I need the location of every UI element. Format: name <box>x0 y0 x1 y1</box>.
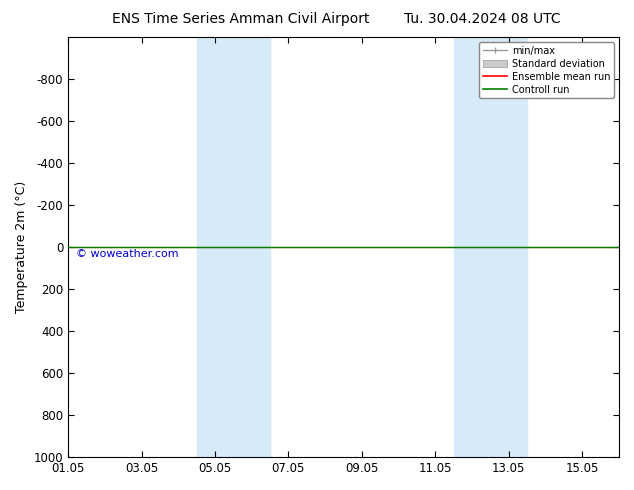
Y-axis label: Temperature 2m (°C): Temperature 2m (°C) <box>15 181 28 313</box>
Text: Tu. 30.04.2024 08 UTC: Tu. 30.04.2024 08 UTC <box>403 12 560 26</box>
Bar <box>197 37 270 457</box>
Bar <box>454 37 527 457</box>
Text: ENS Time Series Amman Civil Airport: ENS Time Series Amman Civil Airport <box>112 12 370 26</box>
Text: © woweather.com: © woweather.com <box>76 249 179 259</box>
Legend: min/max, Standard deviation, Ensemble mean run, Controll run: min/max, Standard deviation, Ensemble me… <box>479 42 614 98</box>
